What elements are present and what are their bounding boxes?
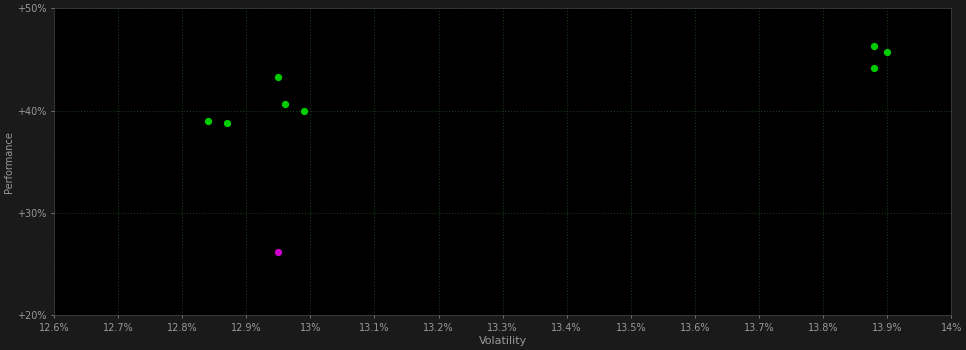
Y-axis label: Performance: Performance (4, 131, 14, 193)
Point (879, 49, 895, 55)
Point (867, 65, 882, 70)
Point (200, 118, 215, 124)
Point (297, 108, 312, 113)
Point (219, 120, 235, 126)
Point (270, 249, 286, 255)
Point (270, 74, 286, 79)
Point (867, 43, 882, 49)
X-axis label: Volatility: Volatility (478, 336, 526, 346)
Point (277, 102, 293, 107)
